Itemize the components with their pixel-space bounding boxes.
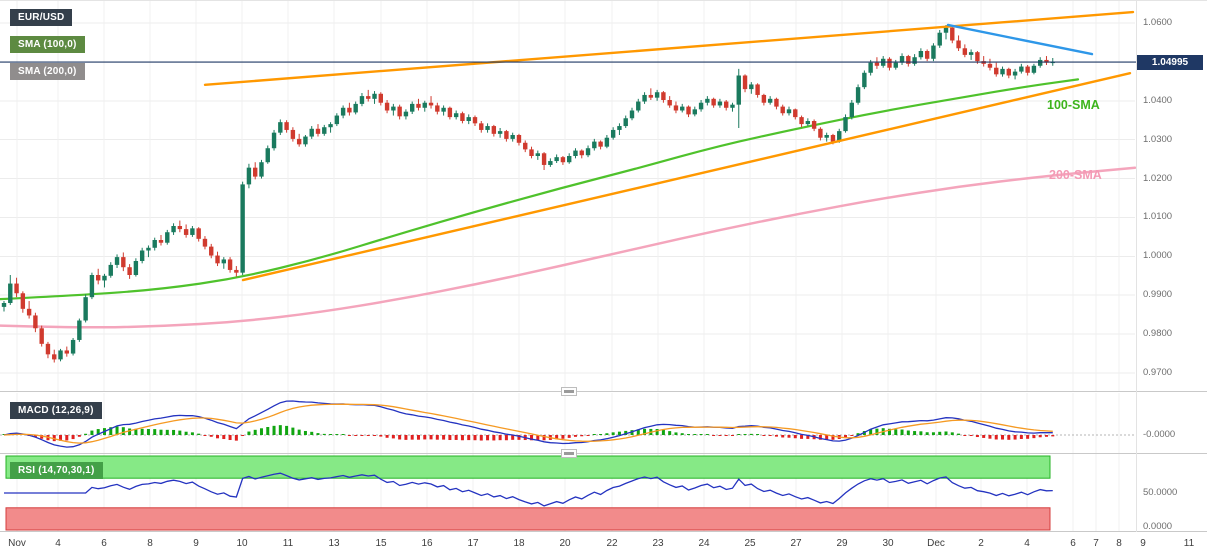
- time-axis-tick: 4: [55, 538, 61, 549]
- time-axis-tick: 2: [978, 538, 984, 549]
- time-axis-tick: 4: [1024, 538, 1030, 549]
- panel-resize-handle[interactable]: [561, 387, 577, 396]
- symbol-badge[interactable]: EUR/USD: [10, 9, 73, 26]
- sma200-indicator-badge[interactable]: SMA (200,0): [10, 63, 85, 80]
- macd-panel[interactable]: MACD (12,26,9) -0.0000: [0, 393, 1207, 454]
- time-axis-tick: 11: [282, 538, 294, 549]
- sma100-indicator-badge[interactable]: SMA (100,0): [10, 36, 85, 53]
- rsi-panel[interactable]: RSI (14,70,30,1) 50.0000 0.0000: [0, 454, 1207, 532]
- current-price-badge: 1.04995: [1137, 55, 1203, 70]
- time-axis-tick: 10: [236, 538, 248, 549]
- price-chart-panel[interactable]: EUR/USD SMA (100,0) SMA (200,0) 100-SMA …: [0, 1, 1207, 392]
- time-axis-tick: 7: [1093, 538, 1099, 549]
- time-axis-tick: 20: [559, 538, 571, 549]
- axis-divider: [1136, 1, 1137, 532]
- time-axis-tick: 6: [1070, 538, 1076, 549]
- time-axis-tick: 8: [147, 538, 153, 549]
- time-axis-tick: 25: [744, 538, 756, 549]
- time-axis-tick: 18: [513, 538, 525, 549]
- time-axis-tick: 27: [790, 538, 802, 549]
- price-axis-tick: 1.0400: [1143, 94, 1173, 106]
- rsi-zero-tick: 0.0000: [1143, 521, 1173, 532]
- time-axis-tick: 8: [1116, 538, 1122, 549]
- price-axis-tick: 0.9800: [1143, 328, 1173, 340]
- macd-canvas[interactable]: [0, 393, 1207, 453]
- time-axis-tick: 15: [375, 538, 387, 549]
- time-axis-tick: 16: [421, 538, 433, 549]
- time-axis-tick: Nov: [8, 538, 26, 549]
- time-axis-tick: 23: [652, 538, 664, 549]
- price-axis-tick: 1.0600: [1143, 17, 1173, 28]
- time-axis[interactable]: Nov 4 6 8 9 10 11 13 15 16 17 18 20 22 23 24 25 27 29 30 Dec…: [0, 532, 1207, 555]
- sma100-annotation: 100-SMA: [1047, 98, 1100, 112]
- time-axis-tick: 11: [1183, 538, 1195, 549]
- rsi-mid-tick: 50.0000: [1143, 487, 1178, 498]
- time-axis-tick: 6: [101, 538, 107, 549]
- time-axis-tick: 9: [193, 538, 199, 549]
- time-axis-tick: Dec: [927, 538, 945, 549]
- time-axis-tick: 30: [882, 538, 894, 549]
- time-axis-tick: 13: [328, 538, 340, 549]
- macd-zero-tick: -0.0000: [1143, 429, 1176, 440]
- time-axis-tick: 9: [1140, 538, 1146, 549]
- time-axis-tick: 24: [698, 538, 710, 549]
- macd-indicator-badge[interactable]: MACD (12,26,9): [10, 402, 102, 419]
- price-axis-tick: 1.0200: [1143, 172, 1173, 184]
- rsi-canvas[interactable]: [0, 454, 1207, 531]
- price-axis-tick: 0.9900: [1143, 289, 1173, 301]
- time-axis-tick: 17: [467, 538, 479, 549]
- price-axis-tick: 1.0100: [1143, 211, 1173, 223]
- price-axis-tick: 1.0300: [1143, 133, 1173, 145]
- panel-resize-handle[interactable]: [561, 449, 577, 458]
- time-axis-tick: 29: [836, 538, 848, 549]
- price-axis-tick: 0.9700: [1143, 367, 1173, 378]
- time-axis-tick: 22: [606, 538, 618, 549]
- price-axis-tick: 1.0000: [1143, 250, 1173, 262]
- rsi-indicator-badge[interactable]: RSI (14,70,30,1): [10, 462, 103, 479]
- price-chart-canvas[interactable]: [0, 1, 1207, 391]
- sma200-annotation: 200-SMA: [1049, 168, 1102, 182]
